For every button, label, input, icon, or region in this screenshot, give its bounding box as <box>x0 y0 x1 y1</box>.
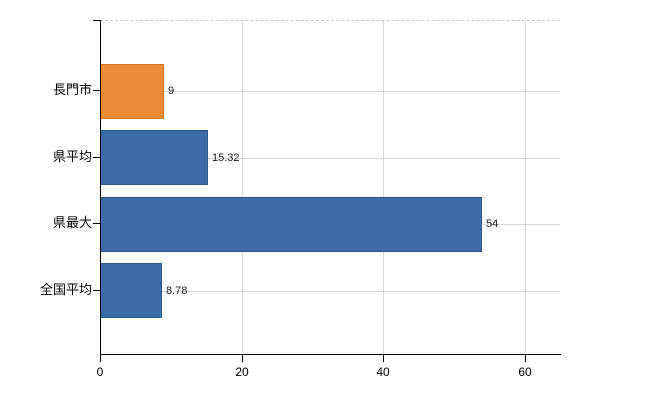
x-axis-tick <box>242 354 243 362</box>
vertical-gridline <box>242 21 243 355</box>
category-label: 長門市 <box>52 82 92 97</box>
y-axis-tick <box>93 223 100 224</box>
x-tick-label: 40 <box>376 365 390 379</box>
y-axis-tick <box>93 90 100 91</box>
category-gridline <box>100 158 560 159</box>
plot-area: 9 15.32 54 8.78 <box>100 20 560 355</box>
x-axis-tick <box>525 354 526 362</box>
x-tick-label: 60 <box>518 365 532 379</box>
category-gridline <box>100 91 560 92</box>
bar <box>100 130 208 185</box>
x-axis-tick <box>383 354 384 362</box>
x-tick-label: 0 <box>96 365 104 379</box>
bar-value-label: 8.78 <box>166 285 188 297</box>
x-axis-tick <box>100 354 101 362</box>
x-axis-line <box>100 354 561 355</box>
y-axis-tick <box>93 157 100 158</box>
bar-value-label: 54 <box>486 218 499 230</box>
y-axis-top-tick <box>93 20 100 21</box>
category-label: 県最大 <box>52 215 92 230</box>
vertical-gridline <box>525 21 526 355</box>
vertical-gridline <box>383 21 384 355</box>
category-label: 全国平均 <box>39 282 92 297</box>
bar-value-label: 9 <box>168 85 175 97</box>
y-axis-line <box>100 20 101 362</box>
x-tick-label: 20 <box>235 365 249 379</box>
bar <box>100 64 164 119</box>
bar-value-label: 15.32 <box>212 152 240 164</box>
category-gridline <box>100 291 560 292</box>
y-axis-tick <box>93 290 100 291</box>
category-label: 県平均 <box>52 149 92 164</box>
bar <box>100 197 482 252</box>
bar <box>100 263 162 318</box>
